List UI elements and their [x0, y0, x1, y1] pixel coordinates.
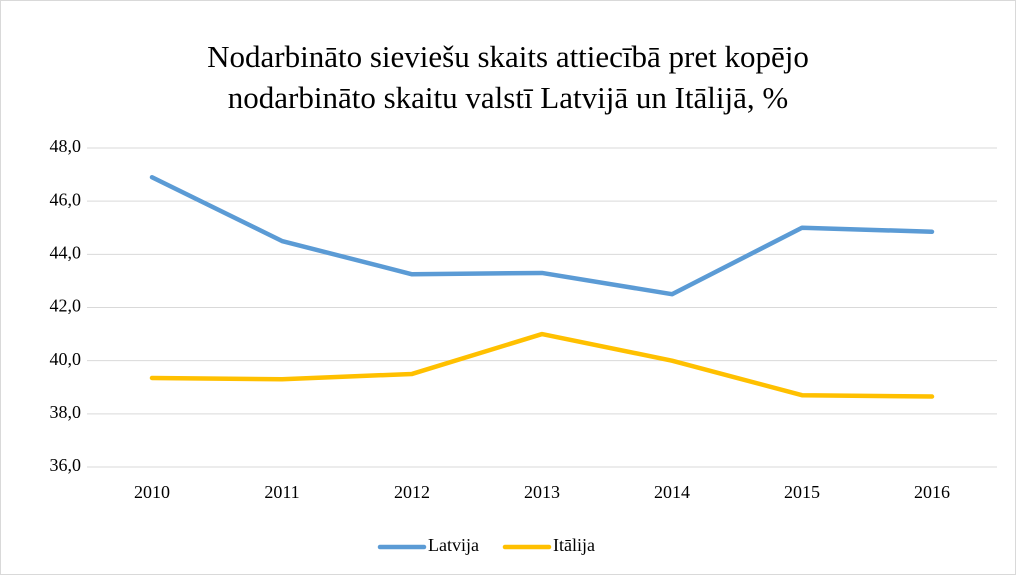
- y-tick-label: 42,0: [50, 296, 82, 316]
- x-tick-label: 2014: [654, 482, 690, 502]
- y-tick-label: 38,0: [50, 402, 82, 422]
- chart-title: nodarbināto skaitu valstī Latvijā un Itā…: [228, 80, 788, 115]
- x-tick-label: 2015: [784, 482, 820, 502]
- legend-label: Latvija: [428, 535, 479, 555]
- y-tick-label: 46,0: [50, 189, 82, 209]
- legend-label: Itālija: [553, 535, 595, 555]
- line-series: [149, 174, 935, 297]
- y-tick-label: 36,0: [50, 455, 82, 475]
- x-tick-label: 2016: [914, 482, 950, 502]
- x-tick-label: 2010: [134, 482, 170, 502]
- chart-title: Nodarbināto sieviešu skaits attiecībā pr…: [207, 39, 809, 74]
- x-tick-label: 2013: [524, 482, 560, 502]
- line-series: [149, 331, 935, 399]
- y-tick-label: 48,0: [50, 136, 82, 156]
- x-tick-label: 2012: [394, 482, 430, 502]
- y-tick-label: 40,0: [50, 349, 82, 369]
- x-tick-label: 2011: [264, 482, 299, 502]
- y-tick-label: 44,0: [50, 242, 82, 262]
